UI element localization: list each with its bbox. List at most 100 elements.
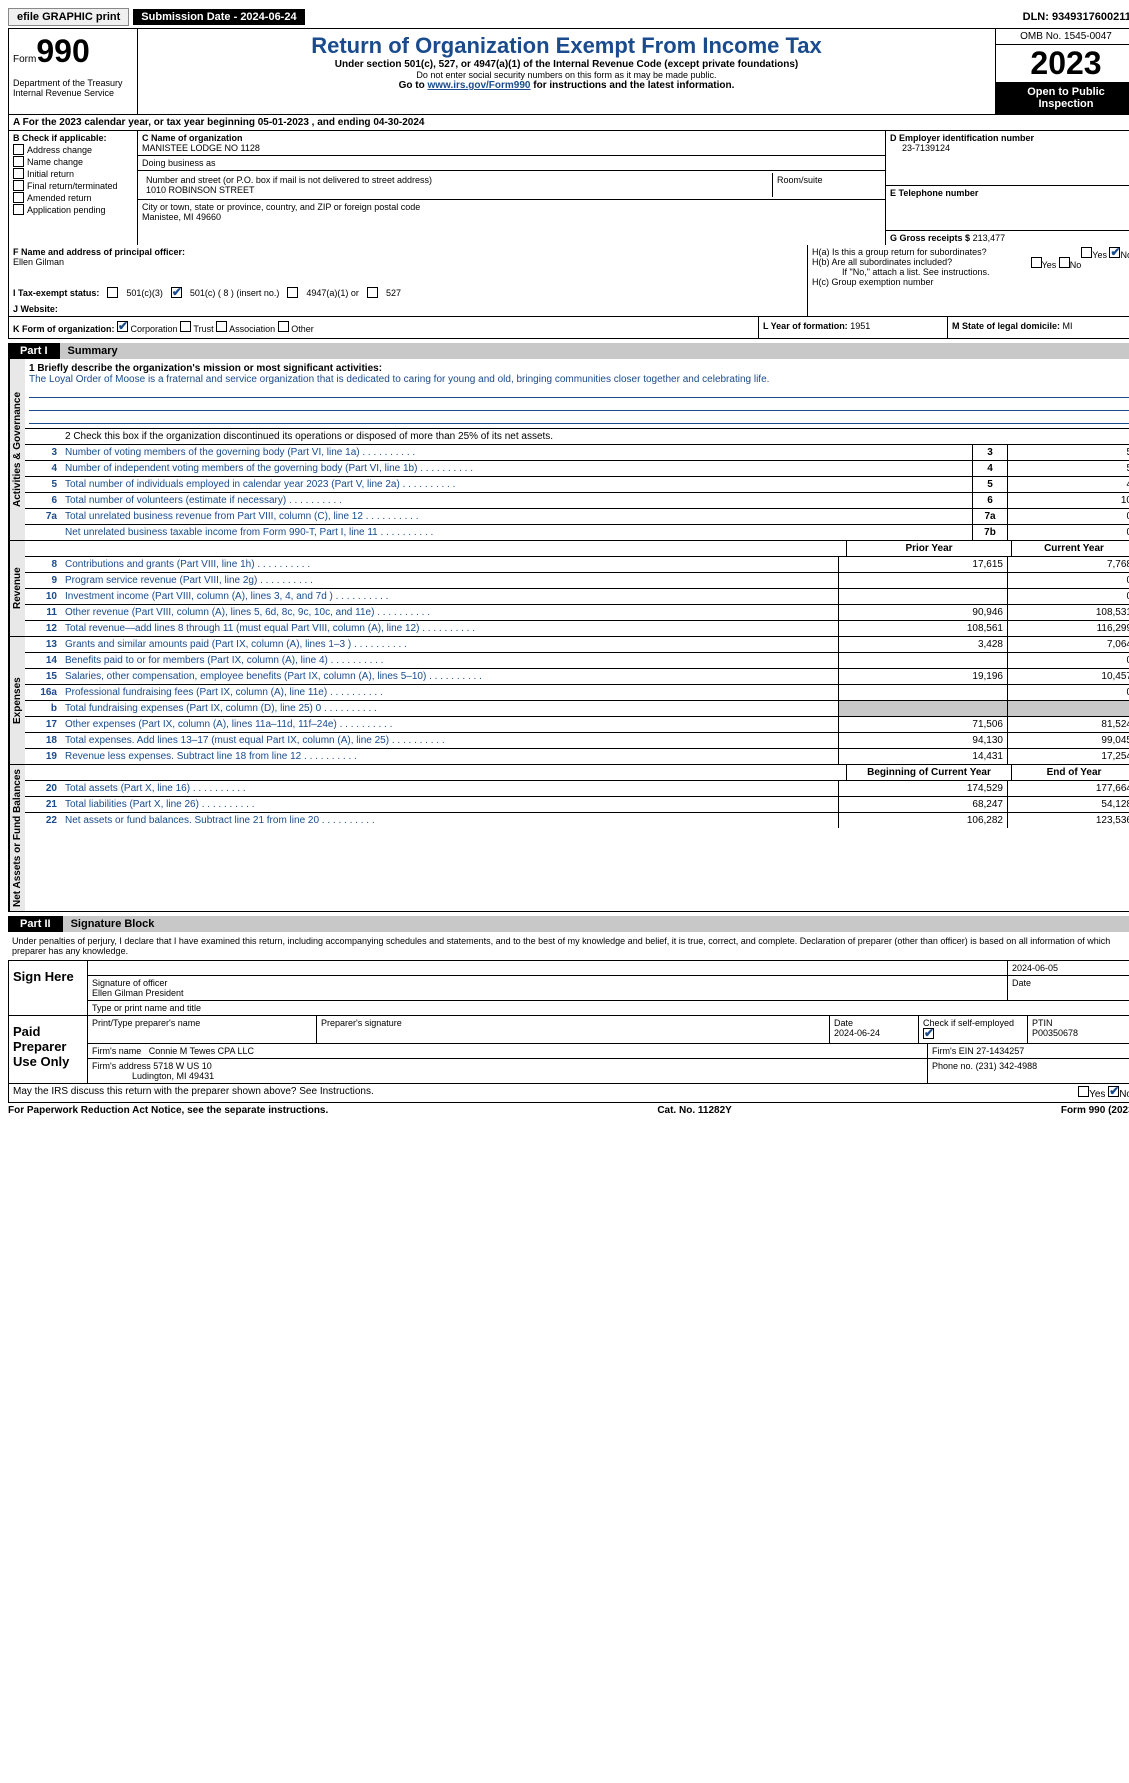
- ha-label: H(a) Is this a group return for subordin…: [812, 247, 987, 257]
- 527-checkbox[interactable]: [367, 287, 378, 298]
- hb-note: If "No," attach a list. See instructions…: [812, 267, 1129, 277]
- hb-no[interactable]: [1059, 257, 1070, 268]
- org-name-label: C Name of organization: [142, 133, 881, 143]
- state-domicile: MI: [1063, 321, 1073, 331]
- officer-label: F Name and address of principal officer:: [13, 247, 803, 257]
- privacy-warning: Do not enter social security numbers on …: [142, 70, 991, 80]
- form-label: Form: [13, 54, 36, 65]
- ein-label: D Employer identification number: [890, 133, 1129, 143]
- governance-section: Activities & Governance 1 Briefly descri…: [8, 359, 1129, 541]
- hc-label: H(c) Group exemption number: [812, 277, 1129, 287]
- net-assets-tab: Net Assets or Fund Balances: [9, 765, 25, 911]
- expenses-tab: Expenses: [9, 637, 25, 764]
- sign-here-label: Sign Here: [9, 961, 88, 1015]
- page-footer: For Paperwork Reduction Act Notice, see …: [8, 1103, 1129, 1118]
- city-state-zip: Manistee, MI 49660: [142, 212, 881, 222]
- 501c-checkbox[interactable]: [171, 287, 182, 298]
- colb-checkbox[interactable]: [13, 168, 24, 179]
- type-name-label: Type or print name and title: [88, 1001, 1129, 1015]
- expenses-section: Expenses 13Grants and similar amounts pa…: [8, 637, 1129, 765]
- prep-date: 2024-06-24: [834, 1028, 880, 1038]
- colb-checkbox[interactable]: [13, 192, 24, 203]
- website-label: J Website:: [13, 304, 58, 314]
- gross-receipts-label: G Gross receipts $: [890, 233, 970, 243]
- firm-ein: 27-1434257: [976, 1046, 1024, 1056]
- part1-header: Part I Summary: [8, 343, 1129, 359]
- catalog-number: Cat. No. 11282Y: [657, 1105, 731, 1116]
- city-label: City or town, state or province, country…: [142, 202, 881, 212]
- sign-here-block: Sign Here 2024-06-05 Signature of office…: [8, 960, 1129, 1016]
- mission-label: 1 Briefly describe the organization's mi…: [29, 363, 1129, 374]
- discuss-question: May the IRS discuss this return with the…: [13, 1086, 1078, 1100]
- omb-number: OMB No. 1545-0047: [996, 29, 1129, 45]
- discuss-yes[interactable]: [1078, 1086, 1089, 1097]
- gross-receipts-value: 213,477: [973, 233, 1006, 243]
- end-year-header: End of Year: [1011, 765, 1129, 780]
- telephone-label: E Telephone number: [890, 188, 1129, 198]
- room-suite-label: Room/suite: [773, 173, 881, 197]
- colb-checkbox[interactable]: [13, 180, 24, 191]
- submission-date: Submission Date - 2024-06-24: [133, 9, 304, 25]
- discuss-no[interactable]: [1108, 1086, 1119, 1097]
- prior-year-header: Prior Year: [846, 541, 1011, 556]
- revenue-section: Revenue Prior YearCurrent Year 8Contribu…: [8, 541, 1129, 637]
- irs-link[interactable]: www.irs.gov/Form990: [427, 80, 530, 91]
- perjury-statement: Under penalties of perjury, I declare th…: [8, 932, 1129, 960]
- section-bcd: B Check if applicable: Address changeNam…: [8, 131, 1129, 245]
- form-title: Return of Organization Exempt From Incom…: [142, 33, 991, 59]
- revenue-tab: Revenue: [9, 541, 25, 636]
- dba-label: Doing business as: [142, 158, 881, 168]
- year-formation: 1951: [850, 321, 870, 331]
- firm-address2: Ludington, MI 49431: [132, 1071, 214, 1081]
- hb-label: H(b) Are all subordinates included?: [812, 257, 952, 267]
- org-name: MANISTEE LODGE NO 1128: [142, 143, 881, 153]
- hb-yes[interactable]: [1031, 257, 1042, 268]
- corp-checkbox[interactable]: [117, 321, 128, 332]
- form-number: 990: [36, 33, 89, 69]
- department: Department of the Treasury Internal Reve…: [13, 78, 133, 98]
- form-header: Form990 Department of the Treasury Inter…: [8, 28, 1129, 115]
- 501c3-checkbox[interactable]: [107, 287, 118, 298]
- firm-address1: 5718 W US 10: [153, 1061, 212, 1071]
- ein-value: 23-7139124: [890, 143, 1129, 153]
- top-bar: efile GRAPHIC print Submission Date - 20…: [8, 8, 1129, 26]
- paid-preparer-block: Paid Preparer Use Only Print/Type prepar…: [8, 1016, 1129, 1084]
- other-checkbox[interactable]: [278, 321, 289, 332]
- colb-checkbox[interactable]: [13, 204, 24, 215]
- paid-preparer-label: Paid Preparer Use Only: [9, 1016, 88, 1083]
- 4947-checkbox[interactable]: [287, 287, 298, 298]
- ha-no[interactable]: [1109, 247, 1120, 258]
- efile-print-button[interactable]: efile GRAPHIC print: [8, 8, 129, 26]
- net-assets-section: Net Assets or Fund Balances Beginning of…: [8, 765, 1129, 912]
- public-inspection: Open to Public Inspection: [996, 82, 1129, 114]
- colb-checkbox[interactable]: [13, 156, 24, 167]
- dln: DLN: 93493176002114: [1023, 11, 1129, 23]
- ha-yes[interactable]: [1081, 247, 1092, 258]
- street-address: 1010 ROBINSON STREET: [146, 185, 768, 195]
- mission-text: The Loyal Order of Moose is a fraternal …: [29, 374, 1129, 385]
- current-year-header: Current Year: [1011, 541, 1129, 556]
- form-subtitle: Under section 501(c), 527, or 4947(a)(1)…: [142, 59, 991, 70]
- colb-checkbox[interactable]: [13, 144, 24, 155]
- sign-date: 2024-06-05: [1008, 961, 1129, 975]
- paperwork-notice: For Paperwork Reduction Act Notice, see …: [8, 1105, 328, 1116]
- officer-name: Ellen Gilman: [13, 257, 803, 267]
- row-a-tax-year: A For the 2023 calendar year, or tax yea…: [8, 115, 1129, 131]
- tax-exempt-label: I Tax-exempt status:: [13, 288, 99, 298]
- street-label: Number and street (or P.O. box if mail i…: [146, 175, 768, 185]
- form-org-label: K Form of organization:: [13, 324, 115, 334]
- trust-checkbox[interactable]: [180, 321, 191, 332]
- line2: 2 Check this box if the organization dis…: [61, 429, 1129, 444]
- part2-header: Part II Signature Block: [8, 916, 1129, 932]
- assoc-checkbox[interactable]: [216, 321, 227, 332]
- tax-year: 2023: [996, 45, 1129, 82]
- begin-year-header: Beginning of Current Year: [846, 765, 1011, 780]
- governance-tab: Activities & Governance: [9, 359, 25, 540]
- self-employed-checkbox[interactable]: [923, 1028, 934, 1039]
- officer-signature: Ellen Gilman President: [92, 988, 1003, 998]
- col-b-header: B Check if applicable:: [13, 133, 133, 143]
- row-f-h: F Name and address of principal officer:…: [8, 245, 1129, 317]
- form-id: Form 990 (2023): [1061, 1105, 1129, 1116]
- goto-line: Go to www.irs.gov/Form990 for instructio…: [142, 80, 991, 91]
- ptin-value: P00350678: [1032, 1028, 1078, 1038]
